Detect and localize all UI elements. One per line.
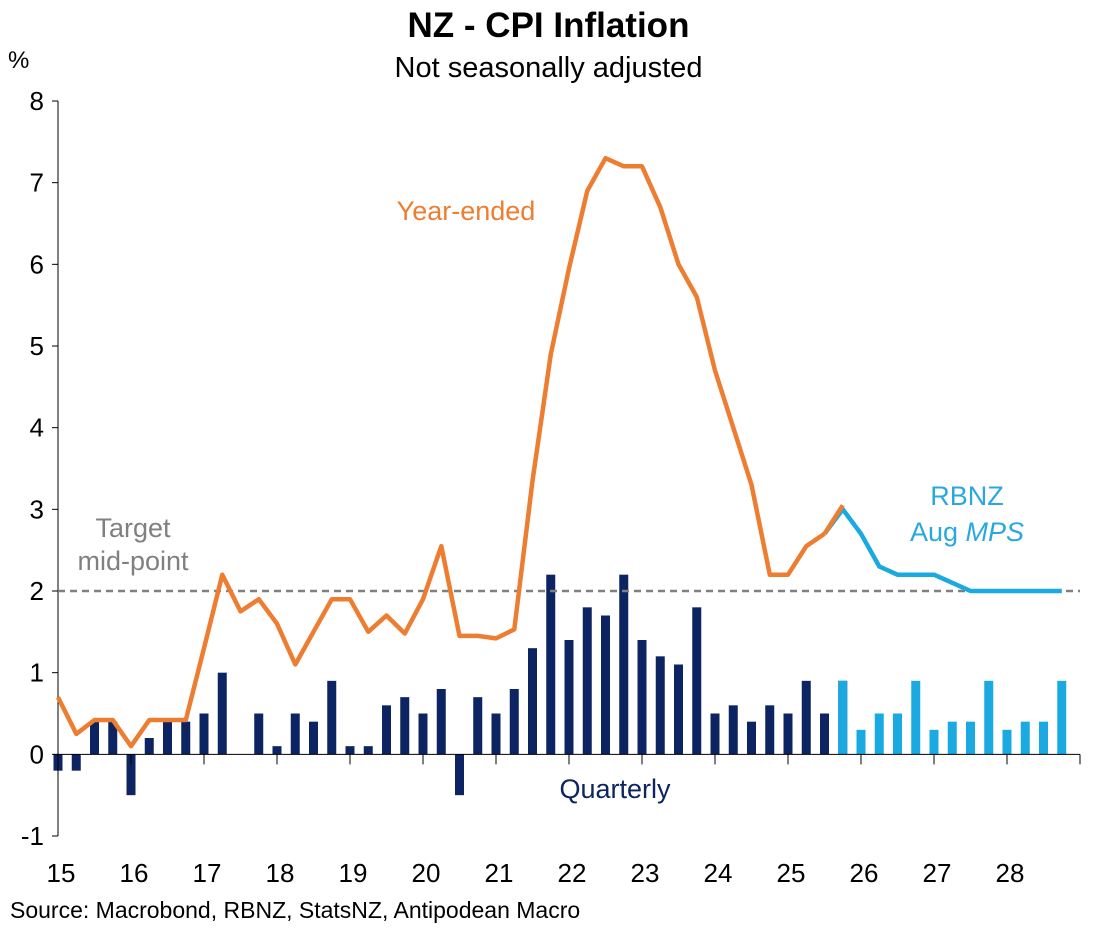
- rbnz-quarterly-bar: [966, 721, 975, 755]
- y-tick-label: 2: [30, 576, 44, 606]
- quarterly-bar: [272, 746, 282, 755]
- y-tick-label: 0: [30, 739, 44, 769]
- rbnz-quarterly-bar: [893, 713, 902, 755]
- quarterly-bar: [619, 574, 629, 755]
- y-tick-label: 6: [30, 249, 44, 279]
- x-tick-label: 22: [558, 858, 587, 888]
- quarterly-bar: [436, 689, 446, 755]
- quarterly-bar: [747, 721, 756, 755]
- y-tick-label: 8: [30, 86, 44, 116]
- rbnz-forecast-line: [822, 507, 1062, 594]
- quarterly-bar: [655, 656, 665, 755]
- quarterly-bar: [290, 713, 300, 755]
- quarterly-bar: [509, 689, 519, 755]
- rbnz-quarterly-bar: [1039, 721, 1048, 755]
- x-tick-label: 25: [777, 858, 806, 888]
- rbnz-quarterly-bar: [984, 680, 994, 755]
- y-tick-label: 7: [30, 168, 44, 198]
- quarterly-bar: [582, 607, 592, 755]
- quarterly-bar: [601, 615, 610, 755]
- rbnz-label-mps: MPS: [966, 517, 1025, 547]
- x-tick-label: 24: [704, 858, 733, 888]
- quarterly-bar: [199, 713, 209, 755]
- quarterly-bar: [528, 648, 537, 755]
- target-label-line1: Target: [95, 513, 171, 543]
- x-tick-label: 28: [996, 858, 1025, 888]
- chart-title: NZ - CPI Inflation: [407, 6, 690, 45]
- quarterly-bar: [491, 713, 501, 755]
- y-tick-label: 3: [30, 494, 44, 524]
- rbnz-quarterly-bar: [1002, 729, 1012, 755]
- x-tick-label: 26: [850, 858, 879, 888]
- y-tick-label: -1: [21, 821, 44, 851]
- x-tick-label: 15: [47, 858, 76, 888]
- rbnz-quarterly-bar: [1020, 721, 1030, 755]
- rbnz-quarterly-bar: [1057, 680, 1067, 755]
- quarterly-bar: [473, 697, 483, 755]
- quarterly-bar: [783, 713, 793, 755]
- quarterly-bar: [181, 721, 191, 755]
- y-axis-unit-label: %: [8, 47, 29, 74]
- quarterly-bar: [163, 721, 172, 755]
- rbnz-label-line1: RBNZ: [930, 481, 1004, 511]
- quarterly-bar: [363, 746, 373, 755]
- y-tick-label: 4: [30, 413, 44, 443]
- quarterly-bar: [820, 713, 829, 755]
- quarterly-bar: [637, 640, 647, 755]
- x-tick-label: 23: [631, 858, 660, 888]
- rbnz-quarterly-bar: [874, 713, 884, 755]
- year-ended-line: [55, 155, 826, 749]
- rbnz-quarterly-bar: [911, 680, 921, 755]
- quarterly-bar: [801, 680, 811, 755]
- rbnz-label-aug: Aug: [910, 517, 966, 547]
- y-tick-label: 1: [30, 658, 44, 688]
- x-tick-label: 21: [485, 858, 514, 888]
- rbnz-quarterly-bar: [856, 729, 866, 755]
- x-tick-label: 17: [193, 858, 222, 888]
- rbnz-quarterly-bar: [838, 680, 848, 755]
- quarterly-bar: [674, 664, 683, 755]
- x-tick-label: 20: [412, 858, 441, 888]
- source-note: Source: Macrobond, RBNZ, StatsNZ, Antipo…: [10, 897, 581, 923]
- quarterly-bar: [765, 705, 775, 755]
- quarterly-bar: [692, 607, 702, 755]
- quarterly-bar: [144, 738, 154, 755]
- year-ended-label: Year-ended: [397, 196, 536, 226]
- quarterly-bar: [327, 680, 337, 755]
- rbnz-quarterly-bar: [947, 721, 957, 755]
- x-tick-label: 16: [120, 858, 149, 888]
- quarterly-bar: [546, 574, 556, 755]
- chart-subtitle: Not seasonally adjusted: [394, 52, 703, 84]
- rbnz-label-line2: Aug MPS: [910, 517, 1024, 547]
- quarterly-bar: [455, 754, 464, 796]
- year-ended-line-latest: [822, 504, 845, 536]
- quarterly-bar: [309, 721, 318, 755]
- y-tick-label: 5: [30, 331, 44, 361]
- quarterly-bar: [382, 705, 391, 755]
- quarterly-bar: [710, 713, 720, 755]
- quarterly-bar: [126, 754, 136, 796]
- quarterly-bar: [418, 713, 428, 755]
- quarterly-bar: [71, 754, 81, 771]
- quarterly-bar: [728, 705, 738, 755]
- quarterly-bar: [254, 713, 264, 755]
- x-tick-label: 27: [923, 858, 952, 888]
- x-tick-label: 18: [266, 858, 295, 888]
- quarterly-bar: [400, 697, 410, 755]
- target-label-line2: mid-point: [77, 546, 189, 576]
- quarterly-bar: [90, 721, 99, 755]
- quarterly-bar: [108, 721, 118, 755]
- rbnz-quarterly-bar: [929, 729, 939, 755]
- quarterly-bar: [345, 746, 355, 755]
- quarterly-label: Quarterly: [559, 774, 671, 804]
- quarterly-bar: [217, 672, 227, 755]
- x-tick-label: 19: [339, 858, 368, 888]
- quarterly-bar: [564, 640, 574, 755]
